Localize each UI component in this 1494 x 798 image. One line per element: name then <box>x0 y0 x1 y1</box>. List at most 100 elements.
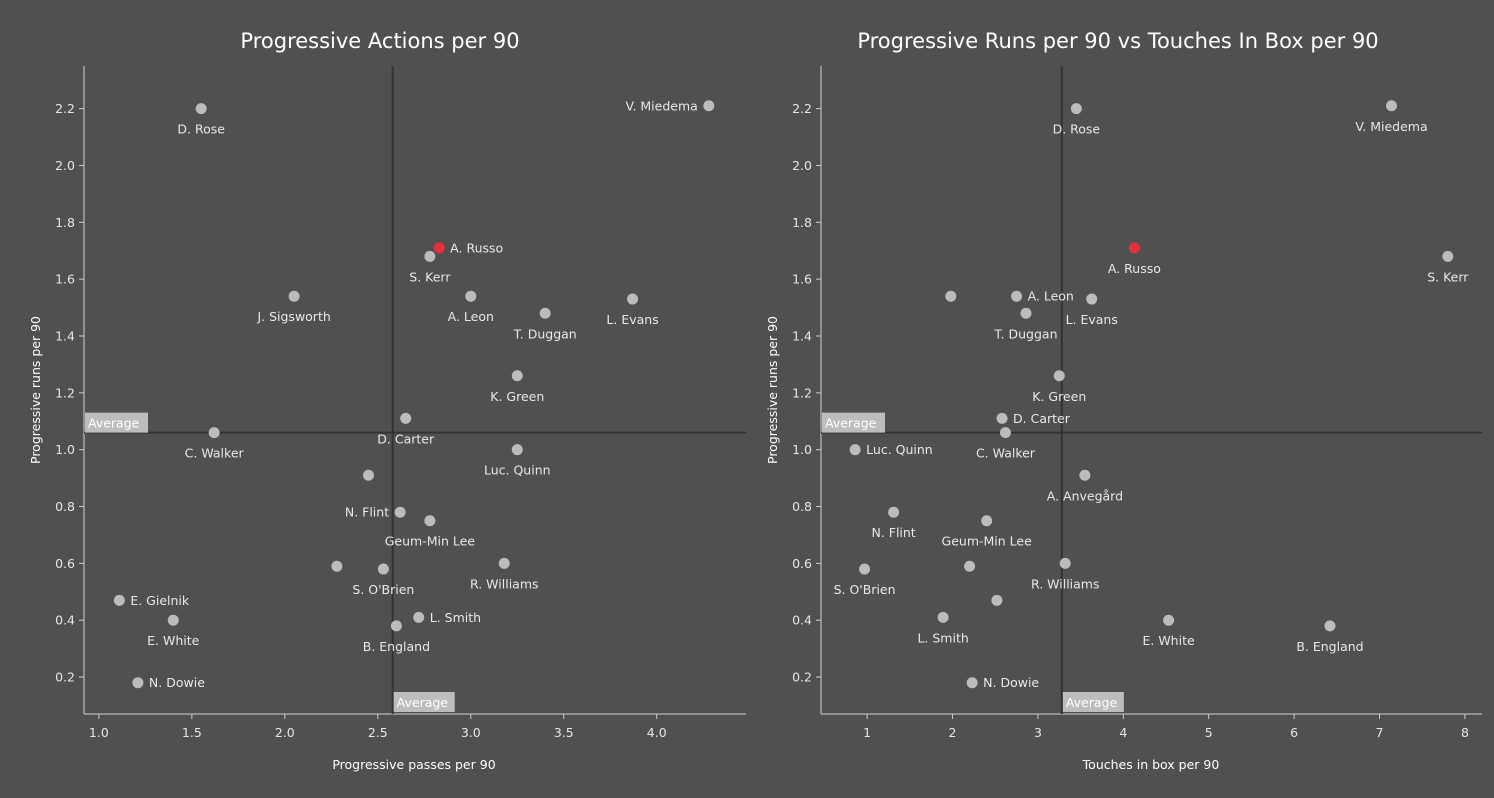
x-tick-label: 6 <box>1290 725 1298 740</box>
point-label-n-dowie: N. Dowie <box>149 675 205 690</box>
point-label-t-duggan: T. Duggan <box>513 326 577 341</box>
point-a-russo <box>433 242 445 254</box>
point-label-n-flint: N. Flint <box>871 525 915 540</box>
point-k-green <box>511 370 523 382</box>
y-tick-label: 0.4 <box>55 613 75 628</box>
point-label-c-walker: C. Walker <box>976 446 1036 461</box>
point-luc-quinn <box>849 444 861 456</box>
point-e-white <box>167 614 179 626</box>
point-d-rose <box>1070 103 1082 115</box>
average-y-label: Average <box>88 416 140 431</box>
point-label-luc-quinn: Luc. Quinn <box>484 463 551 478</box>
point-label-j-sigsworth: J. Sigsworth <box>256 309 330 324</box>
point-t-duggan <box>1020 307 1032 319</box>
y-tick-label: 2.0 <box>55 158 75 173</box>
point-label-k-green: K. Green <box>1032 389 1086 404</box>
y-tick-label: 0.2 <box>55 670 75 685</box>
point-d-carter <box>996 412 1008 424</box>
x-tick-label: 1 <box>863 725 871 740</box>
point-r-williams <box>1059 557 1071 569</box>
x-tick-label: 2.5 <box>368 725 388 740</box>
chart-runs-vs-touches: Progressive Runs per 90 vs Touches In Bo… <box>765 29 1482 772</box>
point-k-green <box>1053 370 1065 382</box>
x-tick-label: 3.0 <box>461 725 481 740</box>
point-geum-min-lee <box>981 515 993 527</box>
point-label-a-leon: A. Leon <box>448 309 494 324</box>
point-label-v-miedema: V. Miedema <box>626 98 698 113</box>
point-v-miedema <box>1385 100 1397 112</box>
average-x-label-box <box>1062 692 1124 712</box>
point-t-duggan <box>539 307 551 319</box>
y-tick-label: 1.4 <box>55 329 75 344</box>
point-l-evans <box>1086 293 1098 305</box>
point-a-leon <box>465 290 477 302</box>
x-tick-label: 2.0 <box>275 725 295 740</box>
point-l-smith <box>413 611 425 623</box>
x-axis-title: Touches in box per 90 <box>1082 757 1220 772</box>
point-label-l-smith: L. Smith <box>917 630 968 645</box>
point-r-williams <box>498 557 510 569</box>
point-v-miedema <box>703 100 715 112</box>
point-l-smith <box>937 611 949 623</box>
point-label-d-rose: D. Rose <box>1053 122 1101 137</box>
average-x-label-box <box>393 692 455 712</box>
y-tick-label: 0.6 <box>792 556 812 571</box>
axes <box>820 66 1482 715</box>
point-label-d-carter: D. Carter <box>1013 411 1071 426</box>
point-s-o-brien <box>859 563 871 575</box>
points: V. Miedema D. Rose A. Russo S. Kerr J. Sigsw… <box>113 98 715 690</box>
y-axis-title: Progressive runs per 90 <box>765 316 780 464</box>
point-label-r-williams: R. Williams <box>470 576 539 591</box>
point-label-n-flint: N. Flint <box>345 505 389 520</box>
point-n-flint <box>888 506 900 518</box>
y-tick-label: 1.4 <box>792 329 812 344</box>
point-unlabeled <box>363 469 375 481</box>
point-b-england <box>390 620 402 632</box>
point-label-e-gielnik: E. Gielnik <box>130 593 190 608</box>
x-tick-label: 3.5 <box>554 725 574 740</box>
point-unlabeled <box>991 594 1003 606</box>
x-tick-label: 4 <box>1119 725 1127 740</box>
y-tick-label: 0.8 <box>55 499 75 514</box>
points: V. Miedema D. Rose A. Russo S. Kerr A. Leon L… <box>834 100 1469 690</box>
x-tick-label: 8 <box>1461 725 1469 740</box>
average-x-label: Average <box>1066 695 1118 710</box>
point-label-b-england: B. England <box>363 639 430 654</box>
point-d-carter <box>400 412 412 424</box>
y-tick-label: 2.0 <box>792 158 812 173</box>
y-tick-label: 0.4 <box>792 613 812 628</box>
point-luc-quinn <box>511 444 523 456</box>
ticks: 0.2 0.4 0.6 0.8 1.0 1.2 1.4 1.6 1.8 2.0 2.2 1 2 3 4 5 6 7… <box>792 101 1469 740</box>
point-label-l-evans: L. Evans <box>606 312 658 327</box>
point-label-n-dowie: N. Dowie <box>983 675 1039 690</box>
average-x-label: Average <box>397 695 449 710</box>
y-tick-label: 1.0 <box>55 442 75 457</box>
point-geum-min-lee <box>424 515 436 527</box>
point-label-a-leon: A. Leon <box>1028 289 1074 304</box>
x-tick-label: 3 <box>1034 725 1042 740</box>
point-label-geum-min-lee: Geum-Min Lee <box>942 534 1033 549</box>
y-tick-label: 0.8 <box>792 499 812 514</box>
point-unlabeled <box>331 560 343 572</box>
point-label-e-white: E. White <box>1142 633 1195 648</box>
chart-title: Progressive Runs per 90 vs Touches In Bo… <box>857 29 1378 53</box>
point-label-s-o-brien: S. O'Brien <box>834 582 896 597</box>
point-label-s-o-brien: S. O'Brien <box>352 582 414 597</box>
average-lines: Average Average <box>821 66 1482 714</box>
point-l-evans <box>627 293 639 305</box>
point-c-walker <box>208 427 220 439</box>
y-tick-label: 1.2 <box>55 385 75 400</box>
point-s-kerr <box>1442 250 1454 262</box>
point-unlabeled <box>964 560 976 572</box>
point-d-rose <box>195 103 207 115</box>
point-s-o-brien <box>377 563 389 575</box>
y-tick-label: 1.6 <box>792 272 812 287</box>
y-tick-label: 0.2 <box>792 670 812 685</box>
x-tick-label: 1.5 <box>182 725 202 740</box>
point-n-dowie <box>132 677 144 689</box>
average-y-label-box <box>85 412 148 433</box>
point-e-gielnik <box>113 594 125 606</box>
point-label-r-williams: R. Williams <box>1031 576 1100 591</box>
point-n-flint <box>394 506 406 518</box>
